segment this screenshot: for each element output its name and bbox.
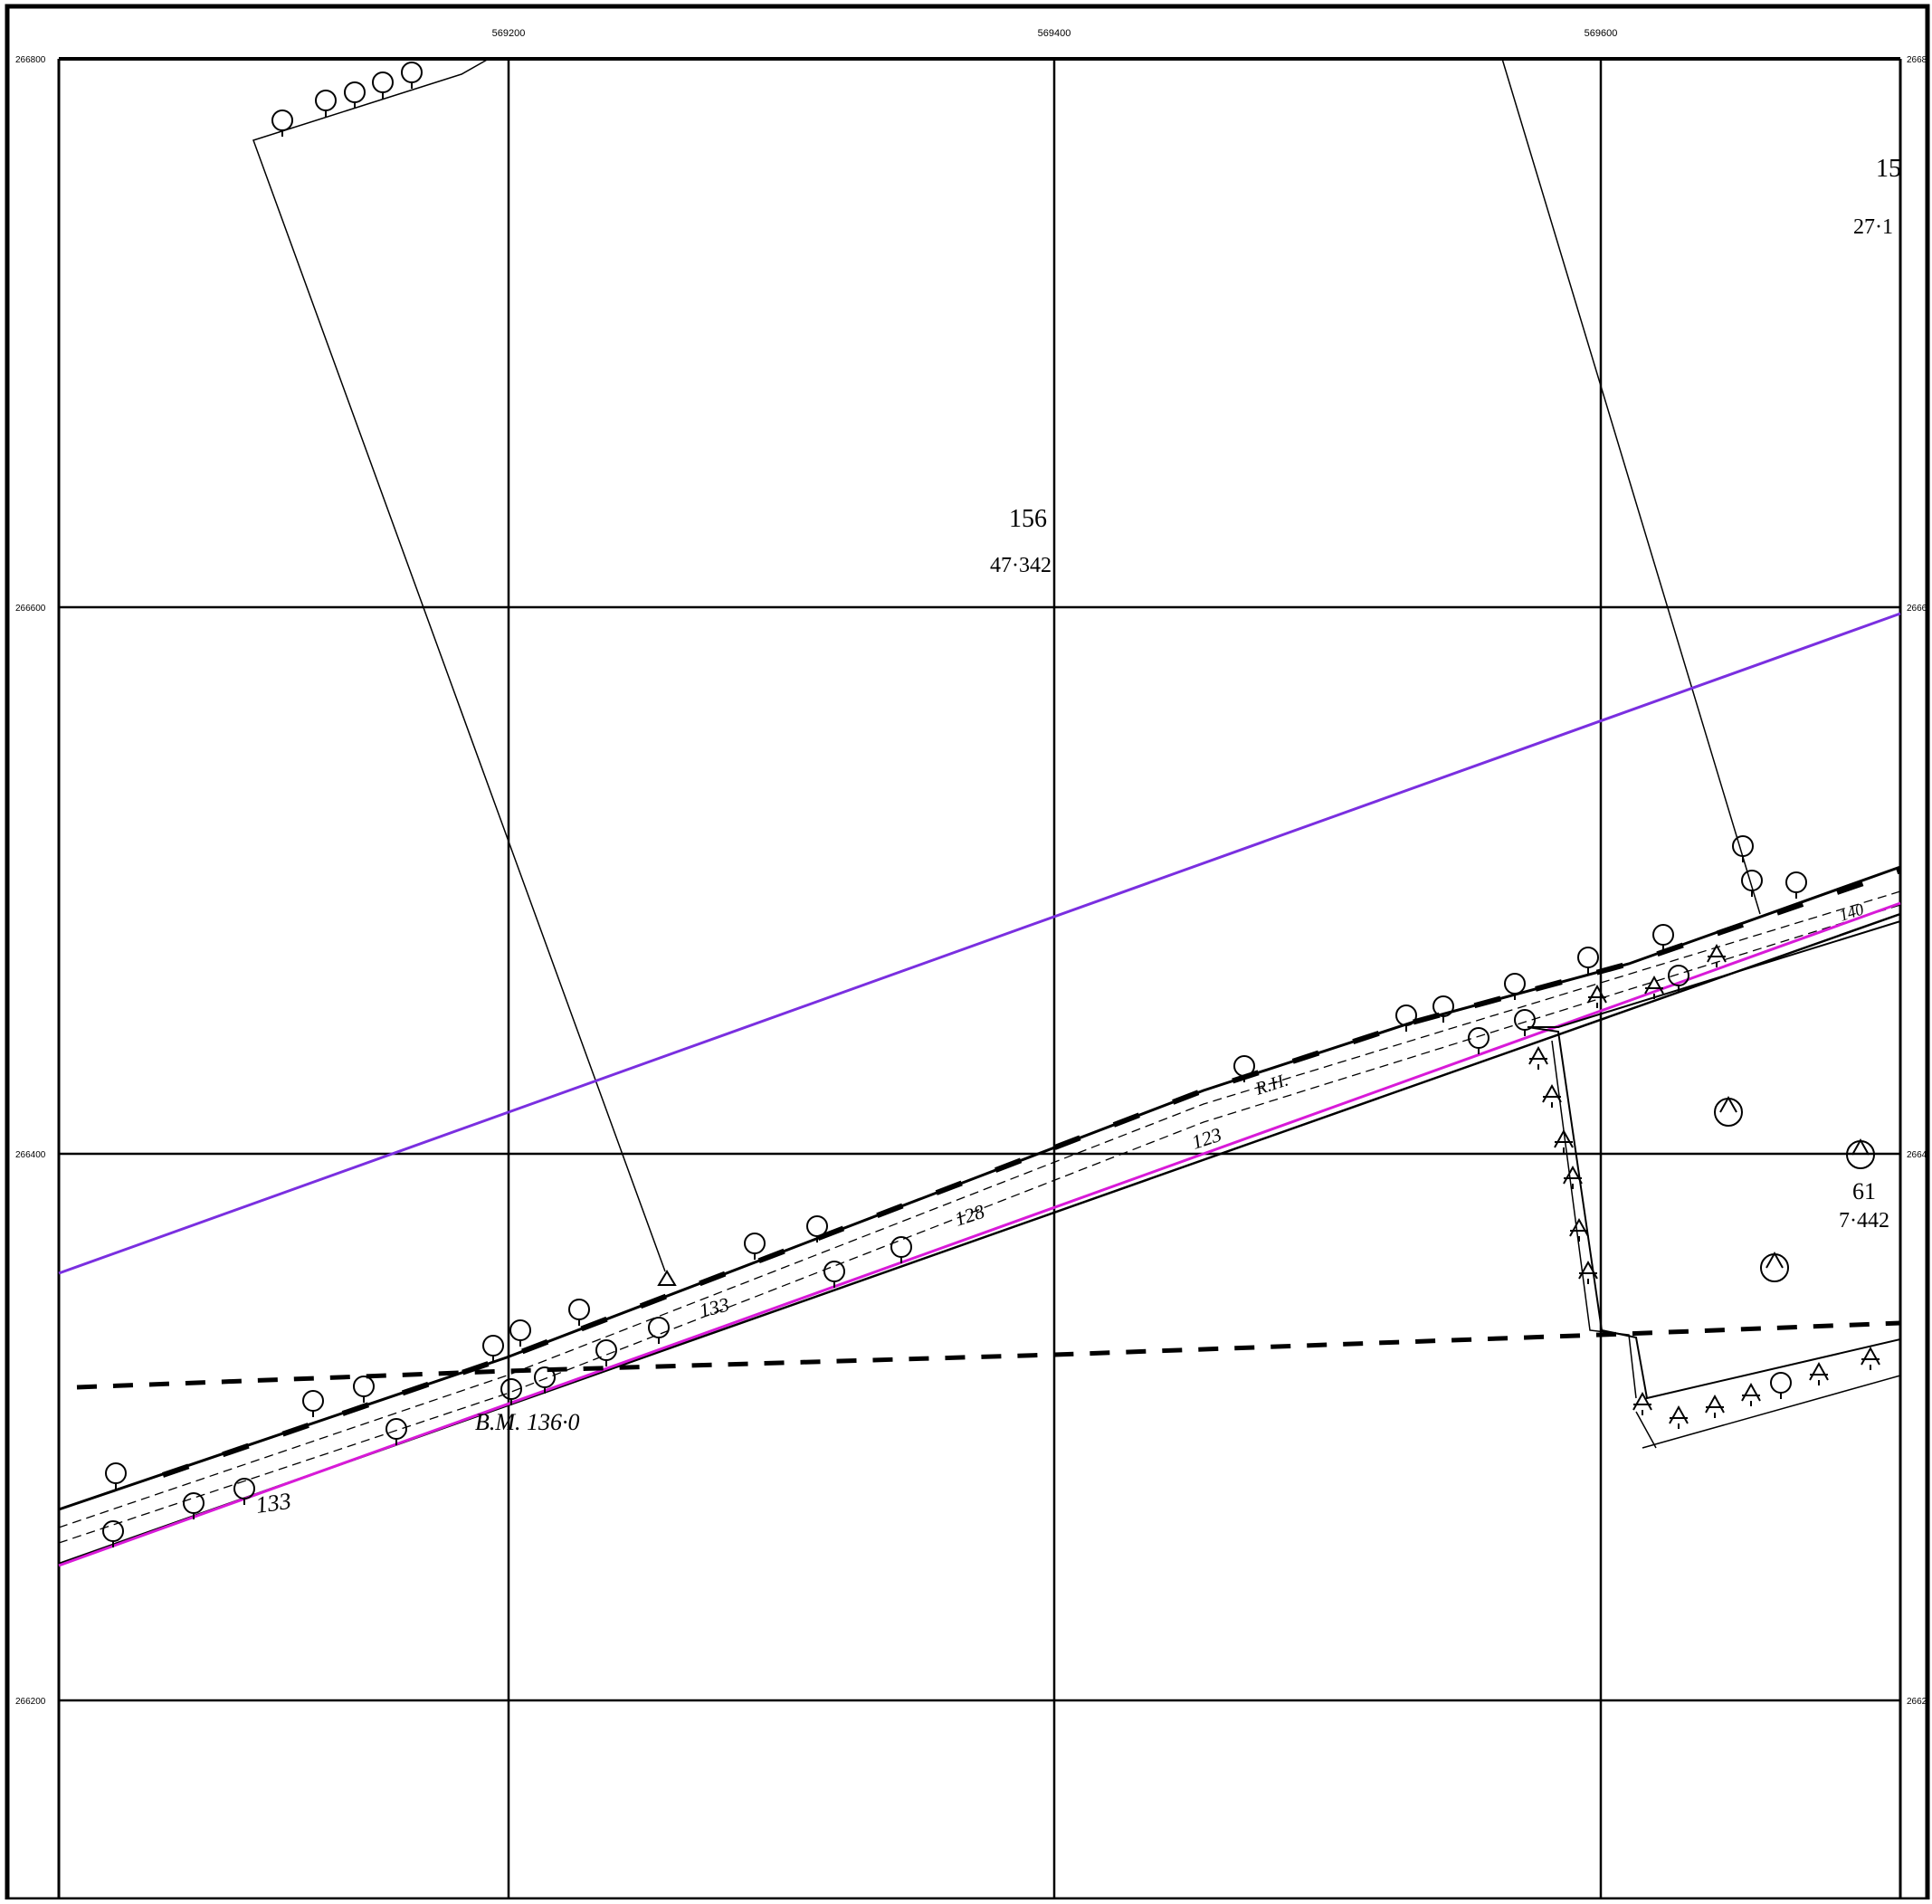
northing-label: 266400 — [15, 1150, 46, 1160]
circled-conifer-icon — [1760, 1251, 1789, 1282]
tree-icon — [271, 109, 293, 137]
tree-icon — [233, 1478, 255, 1505]
parcel-area: 47·342 — [990, 554, 1052, 577]
circled-conifer-icon — [1714, 1095, 1743, 1127]
tree-icon — [372, 71, 394, 99]
conifer-icon — [1563, 1165, 1583, 1189]
field-boundary-west — [252, 58, 666, 1272]
plantation-enclosure-inner — [1551, 1040, 1637, 1399]
triangulation-marker — [657, 1270, 677, 1286]
northing-label-right: 2668 — [1907, 55, 1927, 65]
conifer-icon — [1644, 975, 1664, 999]
conifer-trees — [1528, 943, 1880, 1429]
easting-label: 569400 — [1038, 28, 1071, 39]
parcel-area: 27·1 — [1853, 215, 1893, 239]
tree-icon — [1468, 1027, 1489, 1054]
field-boundary-east — [1501, 58, 1761, 915]
northing-label: 266800 — [15, 55, 46, 65]
tree-icon — [482, 1335, 504, 1362]
tree-icon — [302, 1390, 324, 1417]
spot-height: 140 — [1837, 900, 1866, 924]
spot-height: 133 — [697, 1293, 731, 1322]
conifer-icon — [1528, 1045, 1548, 1070]
conifer-icon — [1554, 1128, 1574, 1153]
tree-icon — [385, 1418, 407, 1445]
northing-label-right: 2664 — [1907, 1150, 1927, 1160]
conifer-icon — [1669, 1404, 1689, 1429]
tree-icon — [105, 1462, 127, 1490]
spot-height: 128 — [952, 1200, 987, 1231]
tree-icon — [183, 1492, 205, 1519]
tree-icon — [315, 90, 337, 117]
benchmark-label: B.M. 136·0 — [475, 1409, 580, 1435]
conifer-icon — [1705, 1394, 1725, 1418]
tree-icon — [1652, 924, 1674, 951]
conifer-icon — [1632, 1391, 1652, 1415]
tree-icon — [1770, 1372, 1792, 1399]
plantation-enclosure — [1527, 919, 1901, 1400]
parcel-number: 15 — [1876, 155, 1901, 183]
road-inner-dashed-1 — [58, 890, 1901, 1528]
northing-label-right: 2666 — [1907, 604, 1927, 614]
road-inner-dashed-2 — [58, 904, 1901, 1544]
spot-height: 133 — [254, 1488, 293, 1518]
tree-icon — [1514, 1009, 1536, 1036]
tree-icon — [823, 1261, 845, 1288]
conifer-icon — [1861, 1346, 1880, 1370]
northing-label: 266200 — [15, 1697, 46, 1707]
tree-icon — [500, 1378, 522, 1405]
deciduous-trees — [102, 62, 1807, 1547]
conifer-icon — [1578, 1260, 1598, 1284]
tree-icon — [1233, 1055, 1255, 1082]
tree-icon — [1785, 871, 1807, 899]
conifer-icon — [1707, 943, 1727, 967]
tree-icon — [744, 1233, 766, 1260]
tree-icon — [1395, 1004, 1417, 1032]
tree-icon — [890, 1236, 912, 1263]
conifer-icon — [1809, 1361, 1829, 1385]
plantation-south-edge-2 — [1635, 1411, 1657, 1449]
tree-icon — [353, 1376, 375, 1403]
tree-icon — [401, 62, 423, 89]
conifer-icon — [1569, 1217, 1589, 1242]
plantation-south-edge — [1642, 1375, 1901, 1449]
tree-icon — [648, 1317, 670, 1344]
outer-frame — [5, 4, 1930, 1902]
tree-icon — [806, 1215, 828, 1242]
circled-conifers — [1714, 1095, 1875, 1282]
tree-icon — [344, 81, 366, 109]
magenta-road-line — [58, 901, 1901, 1567]
parcel-area: 7·442 — [1839, 1209, 1889, 1233]
tree-icon — [1432, 995, 1454, 1023]
purple-boundary-line — [58, 612, 1901, 1275]
tree-icon — [102, 1520, 124, 1547]
conifer-icon — [1542, 1083, 1562, 1108]
tree-icon — [1504, 973, 1526, 1000]
easting-label: 569200 — [492, 28, 526, 39]
easting-label: 569600 — [1585, 28, 1618, 39]
northing-label: 266600 — [15, 604, 46, 614]
tree-icon — [595, 1339, 617, 1366]
tree-icon — [568, 1299, 590, 1326]
tree-icon — [1668, 965, 1689, 992]
heavy-dashed-line — [76, 1320, 1901, 1390]
tree-icon — [1577, 947, 1599, 974]
parcel-number: 61 — [1852, 1178, 1876, 1204]
tree-icon — [1732, 835, 1754, 862]
tree-icon — [509, 1319, 531, 1347]
conifer-icon — [1741, 1382, 1761, 1406]
tree-icon — [534, 1366, 556, 1394]
conifer-icon — [1587, 984, 1607, 1008]
northing-label-right: 2662 — [1907, 1697, 1927, 1707]
tree-icon — [1741, 870, 1763, 897]
parcel-number: 156 — [1009, 505, 1047, 533]
circled-conifer-icon — [1846, 1138, 1875, 1169]
road-north-dashes — [162, 868, 1901, 1478]
road-north-edge — [58, 865, 1901, 1511]
